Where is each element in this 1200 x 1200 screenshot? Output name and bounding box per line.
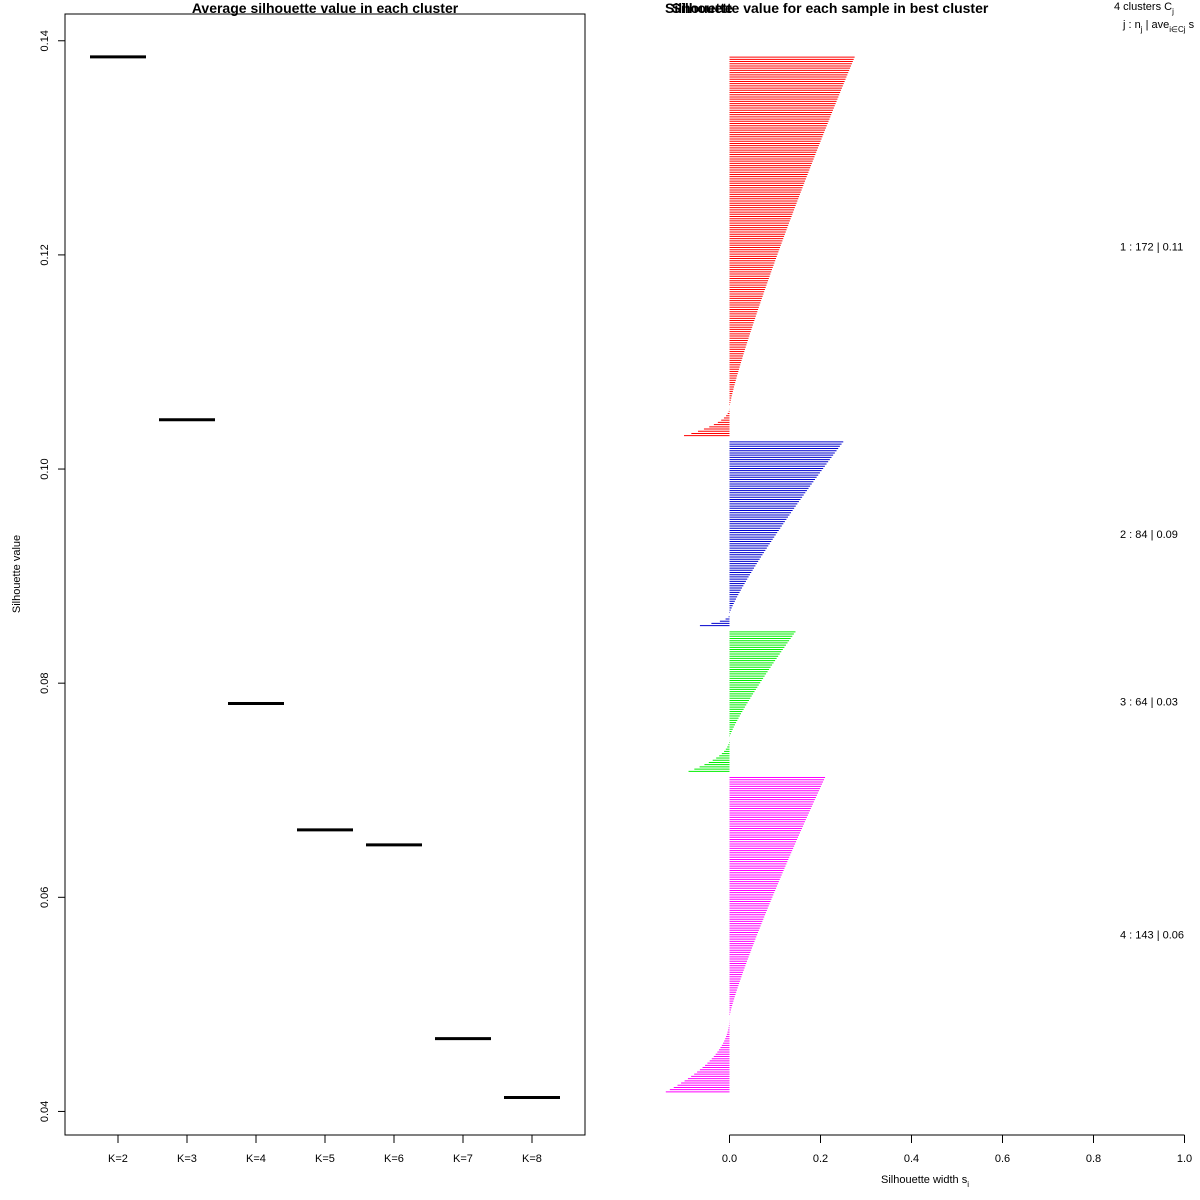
header-line2: j : nj | avei∈Cj s [1122,19,1195,34]
x-tick-label: K=8 [522,1153,542,1165]
right-overlap-title: Silhouette [665,0,733,16]
y-tick-label: 0.04 [39,1101,51,1122]
cluster-labels: 1 : 172 | 0.11 2 : 84 | 0.09 3 : 64 | 0.03… [1120,241,1184,941]
right-x-axis: 0.0 0.2 0.4 0.6 0.8 1.0 [722,1134,1192,1165]
cluster-label: 1 : 172 | 0.11 [1120,241,1183,253]
x-tick-label: 0.6 [995,1153,1010,1165]
y-tick-label: 0.06 [39,887,51,908]
left-y-axis-label: Silhouette value [11,535,23,613]
left-plot-frame [64,13,586,1136]
x-tick-label: 0.2 [813,1153,828,1165]
cluster-header: 4 clusters Cj j : nj | avei∈Cj s [1114,1,1195,34]
right-x-axis-label: Silhouette width si [881,1174,969,1189]
x-tick-label: K=3 [177,1153,197,1165]
x-tick-label: K=7 [453,1153,473,1165]
x-tick-label: K=6 [384,1153,404,1165]
right-panel: Silhouette Silhouette value for each sam… [665,0,1195,1189]
right-chart-title: Silhouette value for each sample in best… [672,0,989,16]
left-x-axis: K=2 K=3 K=4 K=5 K=6 K=7 K=8 [108,1135,542,1165]
cluster-label: 3 : 64 | 0.03 [1120,697,1178,709]
x-tick-label: 0.4 [904,1153,919,1165]
y-tick-label: 0.10 [39,458,51,479]
header-line1: 4 clusters Cj [1114,1,1174,16]
x-tick-label: 1.0 [1177,1153,1192,1165]
x-tick-label: K=4 [246,1153,266,1165]
left-y-axis: 0.04 0.06 0.08 0.10 0.12 0.14 [39,30,65,1122]
cluster-label: 2 : 84 | 0.09 [1120,529,1178,541]
y-tick-label: 0.14 [39,30,51,51]
silhouette-bars [665,56,855,1093]
x-tick-label: K=5 [315,1153,335,1165]
y-tick-label: 0.08 [39,672,51,693]
cluster-label: 4 : 143 | 0.06 [1120,930,1184,942]
x-tick-label: K=2 [108,1153,128,1165]
left-chart-title: Average silhouette value in each cluster [192,0,459,16]
x-tick-label: 0.8 [1086,1153,1101,1165]
left-panel: Average silhouette value in each cluster… [11,0,586,1165]
left-marks [90,55,560,1100]
y-tick-label: 0.12 [39,244,51,265]
x-tick-label: 0.0 [722,1153,737,1165]
